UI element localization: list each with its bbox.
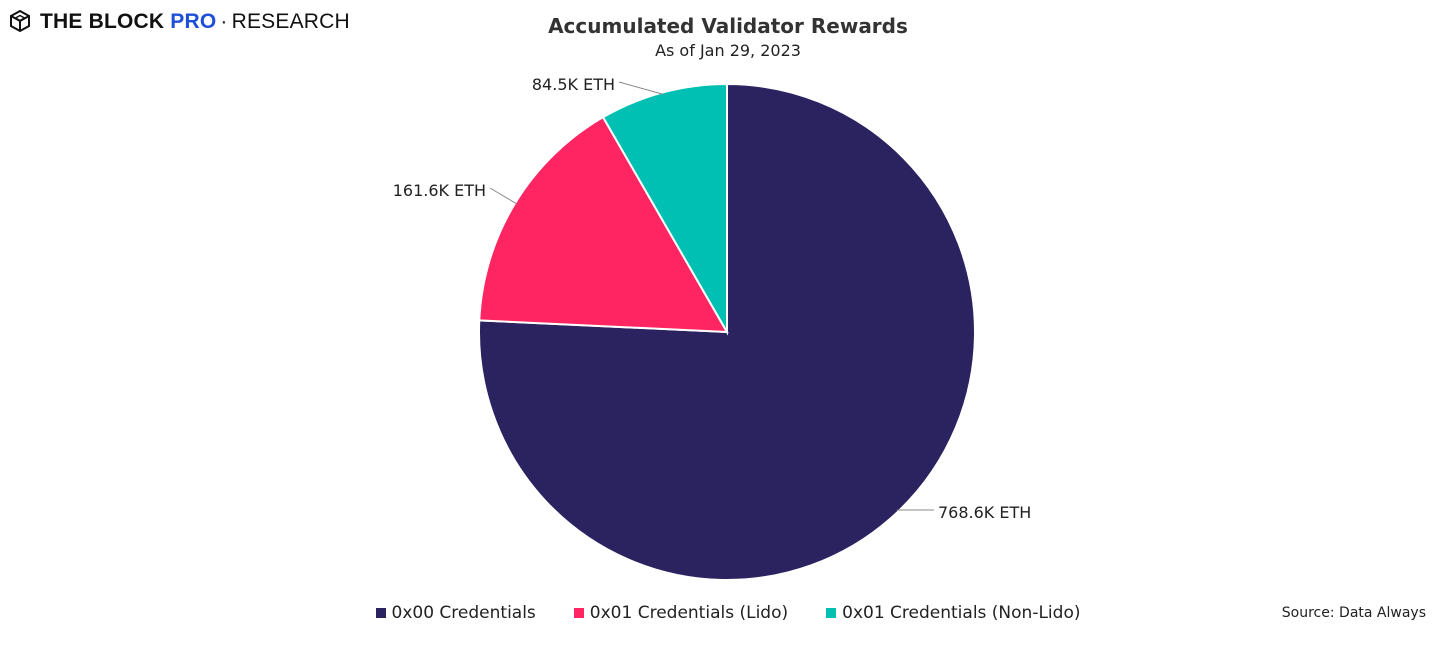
chart-legend: 0x00 Credentials 0x01 Credentials (Lido) 0…	[0, 603, 1456, 623]
data-label-1: 768.6K ETH	[938, 503, 1031, 522]
brand-separator: ·	[220, 9, 228, 33]
source-note: Source: Data Always	[1281, 605, 1426, 621]
legend-label-2: 0x01 Credentials (Lido)	[589, 603, 789, 623]
legend-item-3: 0x01 Credentials (Non-Lido)	[826, 603, 1080, 623]
data-label-3: 84.5K ETH	[532, 75, 615, 94]
legend-label-3: 0x01 Credentials (Non-Lido)	[842, 603, 1081, 623]
legend-swatch-3	[826, 608, 837, 618]
brand-header: THE BLOCK PRO · RESEARCH	[8, 8, 350, 34]
legend-item-1: 0x00 Credentials	[375, 603, 536, 623]
cube-logo-icon	[10, 9, 30, 33]
legend-swatch-2	[573, 608, 584, 618]
brand-pro: PRO	[170, 9, 217, 33]
brand-wordmark: THE BLOCK PRO · RESEARCH	[40, 11, 350, 32]
brand-name: THE BLOCK	[40, 9, 165, 33]
brand-section: RESEARCH	[231, 9, 350, 33]
pie-slice-1	[478, 82, 976, 581]
legend-swatch-1	[375, 608, 386, 618]
legend-label-1: 0x00 Credentials	[391, 603, 536, 623]
leader-line-2	[489, 187, 518, 205]
legend-item-2: 0x01 Credentials (Lido)	[573, 603, 789, 623]
pie-slice-3	[601, 82, 728, 336]
chart-title: Accumulated Validator Rewards	[548, 14, 908, 38]
leader-line-3	[618, 81, 664, 95]
chart-subtitle: As of Jan 29, 2023	[655, 41, 801, 60]
data-label-2: 161.6K ETH	[393, 181, 486, 200]
